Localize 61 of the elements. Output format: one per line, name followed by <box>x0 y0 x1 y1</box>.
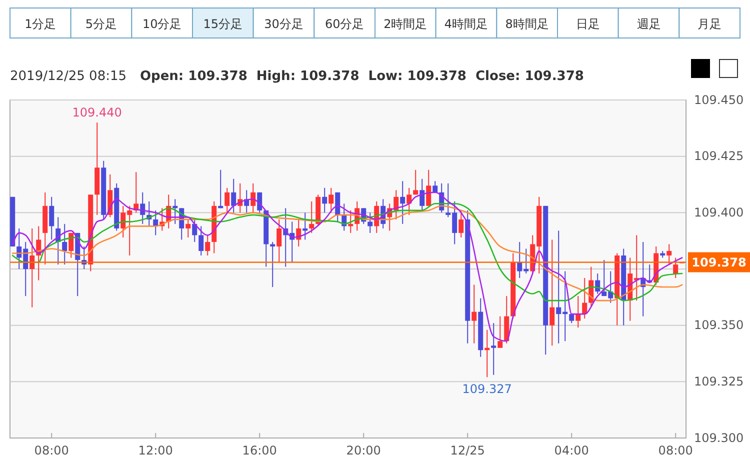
candlestick <box>413 169 418 196</box>
text: 2時間足 <box>384 17 428 31</box>
candlestick <box>666 244 672 265</box>
candlestick <box>231 178 236 214</box>
candlestick <box>328 187 334 214</box>
candlestick <box>49 196 54 240</box>
y-tick-label: 109.350 <box>694 318 744 332</box>
x-tick-label: 04:00 <box>554 444 589 458</box>
candlestick <box>68 232 74 258</box>
text: 日足 <box>576 17 600 31</box>
annotation: 109.440 <box>72 106 122 120</box>
x-tick-label: 08:00 <box>34 444 69 458</box>
x-tick-label: 20:00 <box>346 444 381 458</box>
candlestick <box>491 322 496 376</box>
candlestick <box>420 178 425 211</box>
x-tick-label: 12:00 <box>138 444 173 458</box>
y-tick-label: 109.400 <box>694 206 744 220</box>
candlestick <box>400 180 406 224</box>
candlestick <box>498 316 503 348</box>
candlestick <box>582 278 588 320</box>
text: 1分足 <box>24 17 56 31</box>
candlestick <box>550 239 555 346</box>
text: 10分足 <box>142 17 182 31</box>
y-tick-label: 109.325 <box>694 374 744 389</box>
candlestick <box>472 284 477 344</box>
candlestick <box>576 296 581 328</box>
candlestick <box>673 257 678 279</box>
candlestick <box>186 218 191 238</box>
chart-title: 2019/12/25 08:15 <box>10 69 127 84</box>
annotation: 109.327 <box>462 382 512 396</box>
chart-subtitle: Open: 109.378 High: 109.378 Low: 109.378 Close: 109.378 <box>140 69 584 84</box>
text: 8時間足 <box>505 17 549 31</box>
y-tick-label: 109.300 <box>694 430 744 445</box>
candlestick <box>140 192 146 224</box>
candlestick <box>276 218 282 263</box>
text: 月足 <box>698 17 722 31</box>
candlestick <box>458 210 464 238</box>
candlestick <box>322 187 328 214</box>
candlestick <box>335 192 340 222</box>
candlestick <box>192 218 198 242</box>
text: 30分足 <box>264 17 304 31</box>
candlestick <box>224 187 230 214</box>
candlestick <box>309 200 314 234</box>
candlestick <box>62 223 68 265</box>
candlestick <box>426 169 432 206</box>
candlestick <box>368 212 373 234</box>
candlestick <box>205 234 210 256</box>
y-tick-label: 109.450 <box>694 92 744 107</box>
text: 60分足 <box>324 17 364 31</box>
y-tick-label: 109.425 <box>694 149 744 164</box>
text: 5分足 <box>85 17 118 31</box>
candlestick <box>270 241 276 288</box>
text: 4時間足 <box>444 17 488 31</box>
ref-line-label: 109.378 <box>692 256 746 270</box>
text: 15分足 <box>203 17 243 31</box>
x-tick-label: 12/25 <box>450 444 485 458</box>
text: 週足 <box>636 17 661 31</box>
candlestick <box>406 187 412 216</box>
x-tick-label: 16:00 <box>242 444 277 458</box>
x-tick-label: 08:00 <box>658 444 693 458</box>
candlestick <box>198 226 204 256</box>
